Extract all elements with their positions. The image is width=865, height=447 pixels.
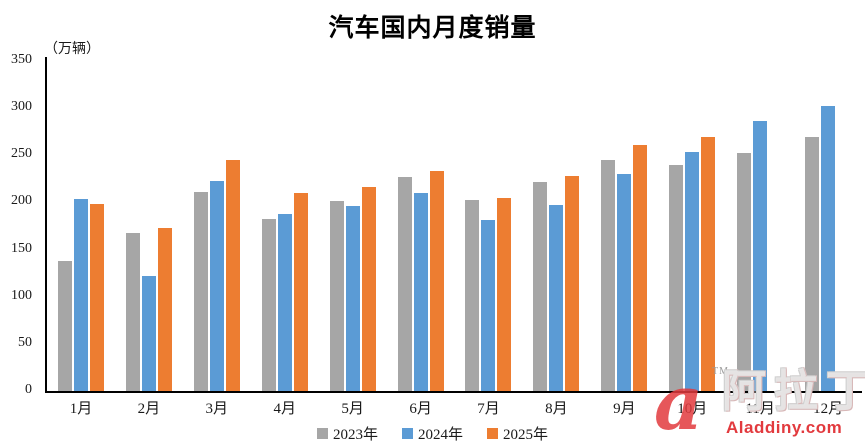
x-tick-label: 11月 (745, 401, 775, 417)
bar (617, 174, 632, 391)
legend-item: 2024年 (401, 423, 463, 444)
bar-group (522, 57, 590, 391)
y-axis-line (45, 57, 47, 392)
legend-label: 2024年 (417, 427, 463, 443)
bar (465, 200, 480, 391)
bar (633, 144, 648, 391)
y-tick-label: 300 (11, 99, 32, 115)
bar (481, 220, 496, 391)
bar (805, 137, 820, 391)
x-tick-label: 1月 (69, 401, 93, 417)
bar-group (455, 57, 523, 391)
bar (413, 192, 428, 391)
y-tick-label: 200 (11, 193, 32, 209)
legend-label: 2023年 (332, 427, 378, 443)
bar (533, 182, 548, 391)
x-tick-label: 12月 (813, 401, 844, 417)
bar-group (47, 57, 115, 391)
legend-label: 2025年 (503, 427, 549, 443)
y-tick-label: 0 (25, 382, 32, 397)
bar (737, 153, 752, 391)
y-tick-label: 350 (11, 52, 32, 67)
legend-item: 2023年 (316, 423, 378, 444)
bar-group (794, 57, 862, 391)
bar (209, 181, 224, 391)
x-axis-line (45, 391, 862, 393)
x-tick-label: 10月 (677, 401, 708, 417)
legend-swatch (316, 428, 328, 439)
bar (497, 198, 512, 391)
bar-group (590, 57, 658, 391)
legend-item: 2025年 (487, 423, 548, 444)
x-tick-label: 8月 (545, 401, 568, 417)
bar (345, 205, 360, 391)
bar (225, 160, 240, 391)
bar-group (251, 57, 319, 391)
bar-group (183, 57, 251, 391)
bar-group (319, 57, 387, 391)
x-tick-label: 7月 (477, 401, 500, 417)
bar (277, 213, 292, 391)
y-tick-label: 250 (11, 146, 32, 162)
bar (361, 186, 376, 391)
legend-swatch (487, 428, 498, 439)
legend: 2023年 2024年 2025年 (0, 423, 865, 444)
bar-group (115, 57, 183, 391)
x-tick-label: 4月 (273, 401, 296, 417)
bar (157, 227, 172, 391)
legend-swatch (401, 428, 413, 439)
bar (125, 232, 140, 391)
bar (329, 201, 344, 391)
bar (549, 204, 564, 391)
bar (685, 151, 700, 391)
x-tick-label: 9月 (613, 401, 636, 417)
x-tick-label: 6月 (409, 401, 432, 417)
bar (141, 275, 156, 391)
bar (669, 164, 684, 391)
bar-group (387, 57, 455, 391)
bar (753, 120, 768, 391)
bar (293, 192, 308, 391)
bar (73, 199, 88, 391)
y-tick-label: 100 (11, 287, 32, 303)
bar-group (658, 57, 726, 391)
plot-area (47, 57, 862, 391)
bar (429, 170, 444, 391)
bar-group (726, 57, 794, 391)
x-tick-label: 5月 (341, 401, 364, 417)
bar (193, 191, 208, 391)
bar (261, 219, 276, 391)
bar (701, 137, 716, 391)
y-axis-unit-label: （万辆） (44, 42, 100, 57)
chart-title: 汽车国内月度销量 (328, 15, 537, 42)
bar (57, 261, 72, 391)
bar (565, 176, 580, 391)
bar (601, 160, 616, 391)
x-tick-label: 3月 (205, 401, 229, 417)
bar (89, 204, 104, 391)
bar (821, 105, 836, 391)
y-tick-label: 150 (11, 240, 32, 256)
x-axis-labels: 1月 2月 3月 4月 5月 6月 7月 8月 9月 10月 11月 12月 (47, 397, 862, 418)
y-tick-label: 50 (18, 334, 32, 350)
bar (397, 177, 412, 391)
x-tick-label: 2月 (137, 401, 161, 417)
